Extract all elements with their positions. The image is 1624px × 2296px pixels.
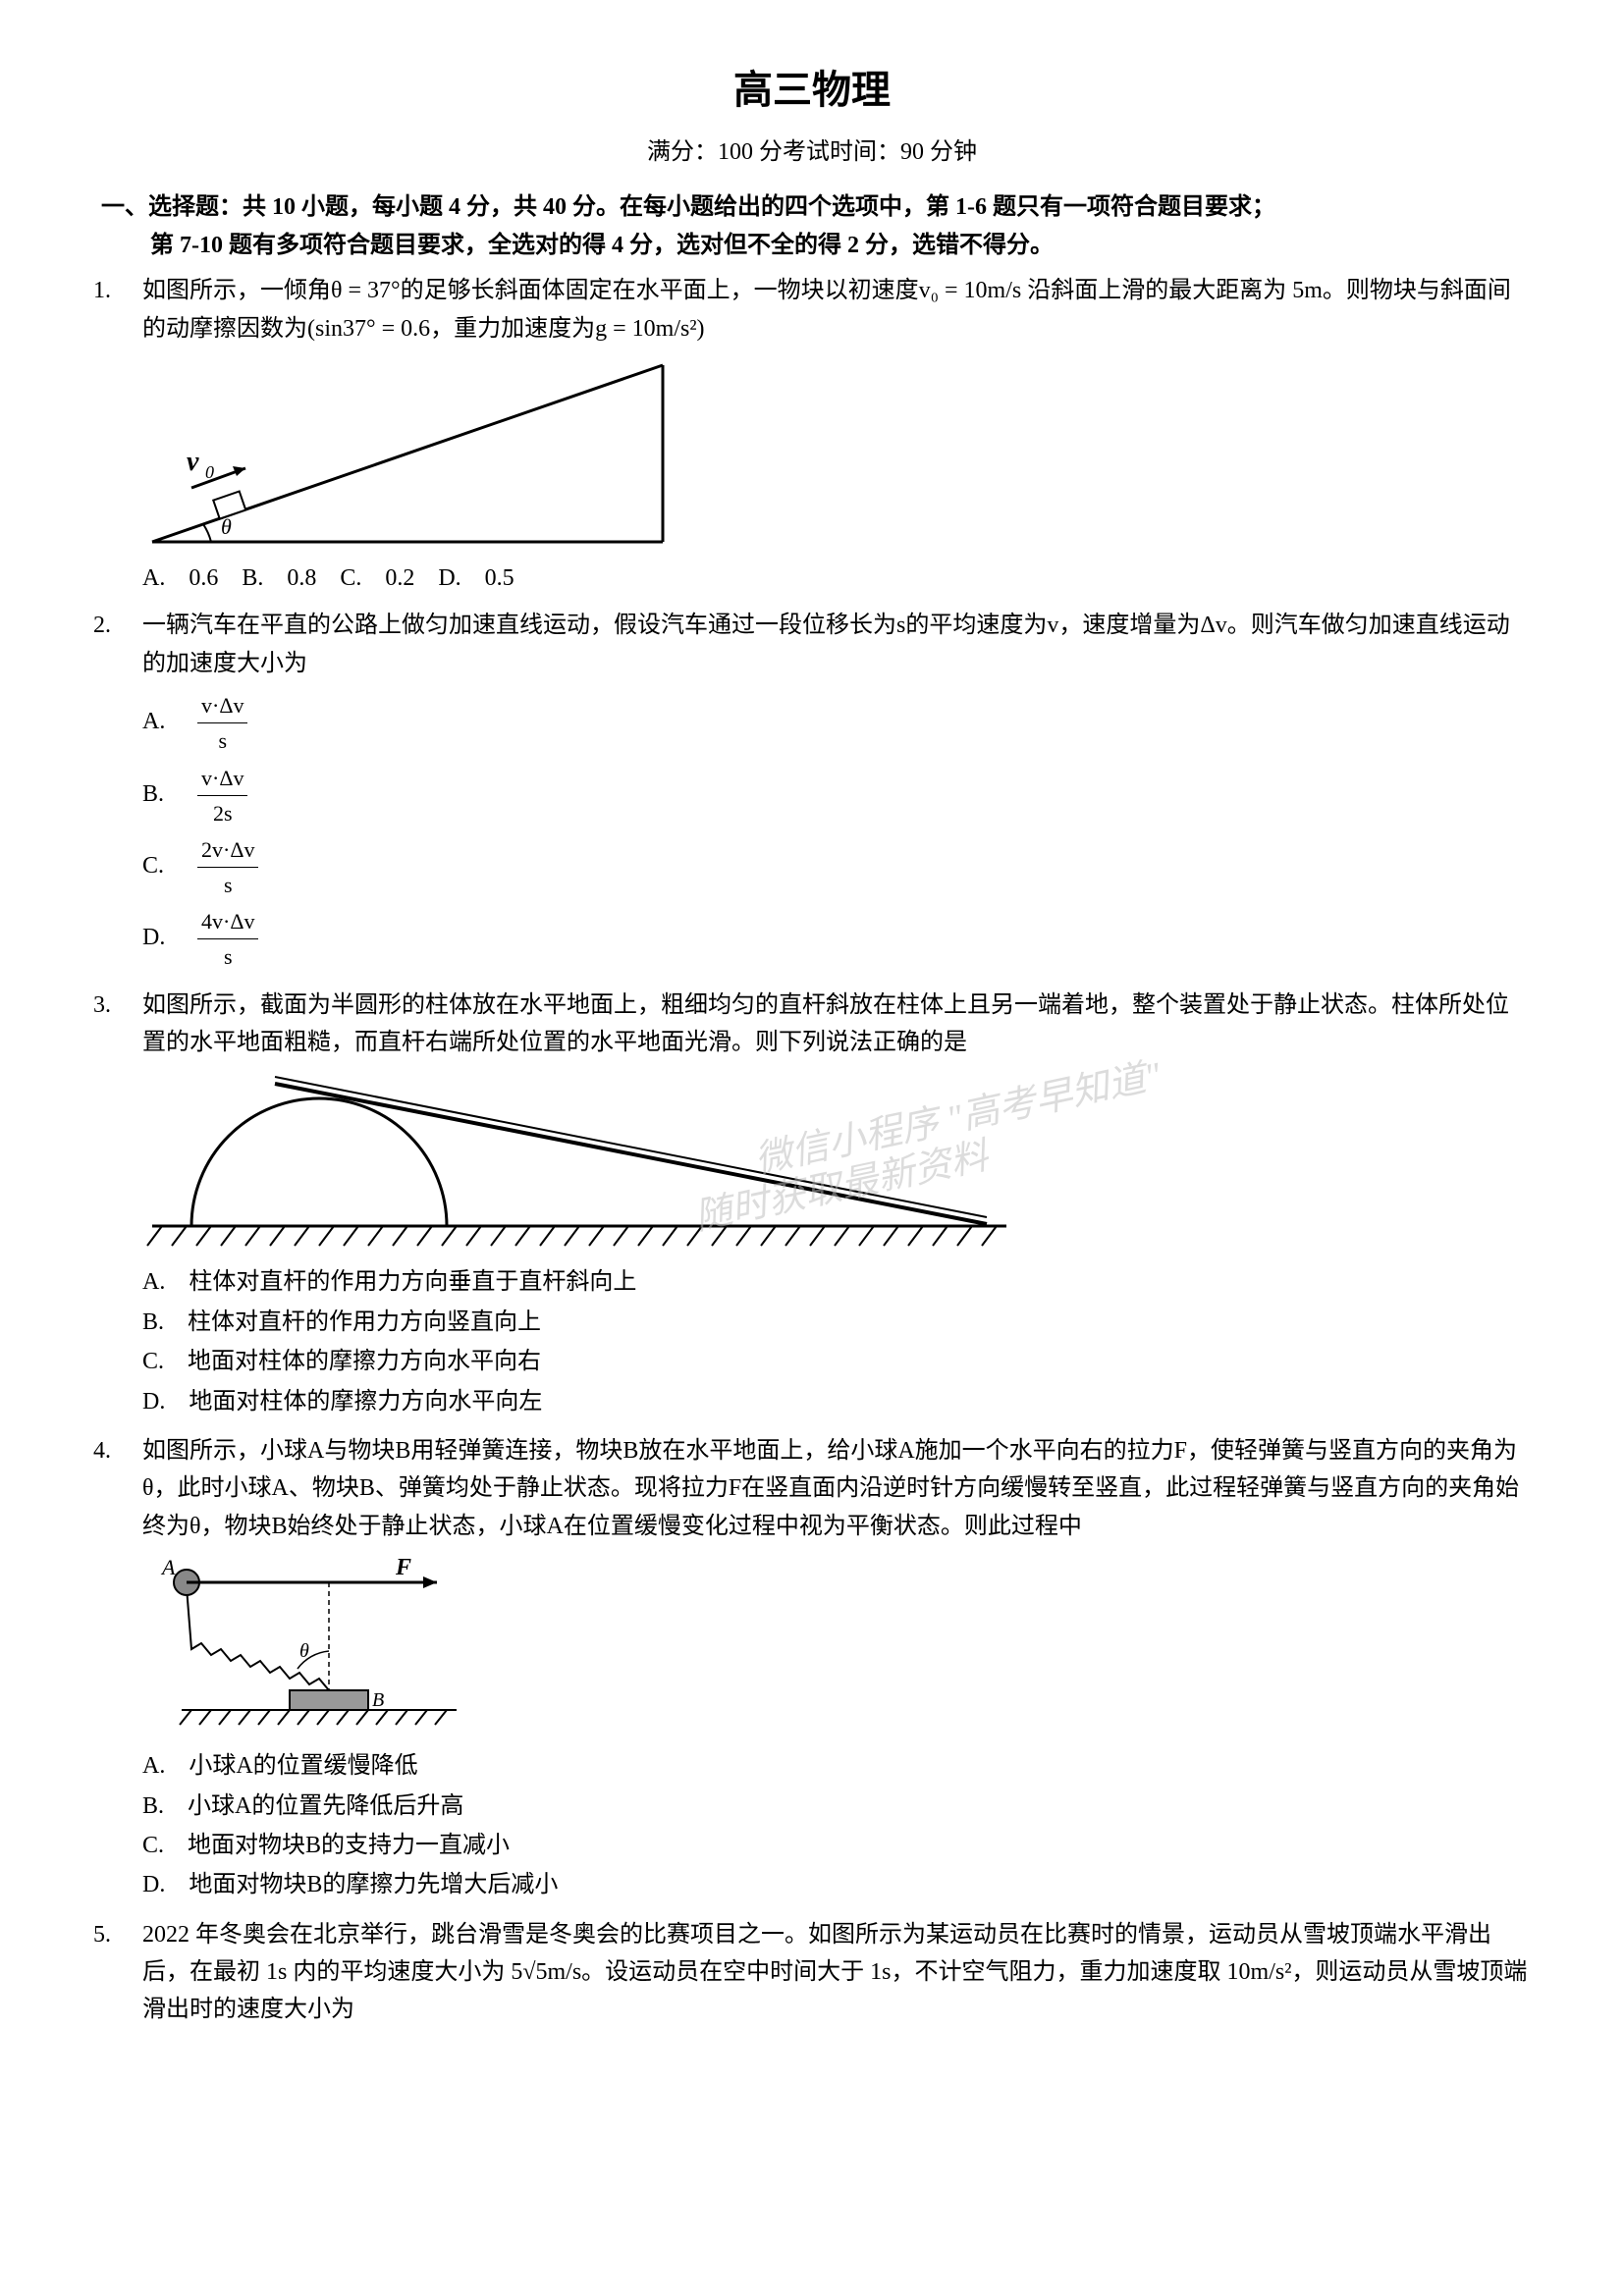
q2-optA: A. v·Δvs <box>142 688 1531 758</box>
q3-optD: D. 地面对柱体的摩擦力方向水平向左 <box>142 1383 1531 1420</box>
q3-optC: C. 地面对柱体的摩擦力方向水平向右 <box>142 1343 1531 1380</box>
question-1: 1. 如图所示，一倾角θ = 37°的足够长斜面体固定在水平面上，一物块以初速度… <box>93 272 1531 597</box>
q2-body: 一辆汽车在平直的公路上做匀加速直线运动，假设汽车通过一段位移长为s的平均速度为v… <box>142 607 1531 976</box>
q2-fracD: 4v·Δvs <box>197 904 258 974</box>
q4-optC: C. 地面对物块B的支持力一直减小 <box>142 1827 1531 1864</box>
q4-optD: D. 地面对物块B的摩擦力先增大后减小 <box>142 1866 1531 1903</box>
q3-optA: A. 柱体对直杆的作用力方向垂直于直杆斜向上 <box>142 1263 1531 1301</box>
q1-body: 如图所示，一倾角θ = 37°的足够长斜面体固定在水平面上，一物块以初速度v₀ … <box>142 272 1531 597</box>
q4-label-A: A <box>160 1555 176 1579</box>
q2-optB-label: B. <box>142 775 191 813</box>
q4-text: 如图所示，小球A与物块B用轻弹簧连接，物块B放在水平地面上，给小球A施加一个水平… <box>142 1432 1531 1545</box>
question-4: 4. 如图所示，小球A与物块B用轻弹簧连接，物块B放在水平地面上，给小球A施加一… <box>93 1432 1531 1906</box>
svg-text:v: v <box>187 447 199 477</box>
q2-optC: C. 2v·Δvs <box>142 832 1531 902</box>
q2-fracB: v·Δv2s <box>197 761 247 830</box>
question-5: 5. 2022 年冬奥会在北京举行，跳台滑雪是冬奥会的比赛项目之一。如图所示为某… <box>93 1916 1531 2035</box>
q5-body: 2022 年冬奥会在北京举行，跳台滑雪是冬奥会的比赛项目之一。如图所示为某运动员… <box>142 1916 1531 2035</box>
q2-optD-label: D. <box>142 919 191 956</box>
q2-optC-label: C. <box>142 847 191 884</box>
q5-text: 2022 年冬奥会在北京举行，跳台滑雪是冬奥会的比赛项目之一。如图所示为某运动员… <box>142 1916 1531 2029</box>
q4-diagram: B A F θ <box>142 1553 1531 1739</box>
q3-body: 如图所示，截面为半圆形的柱体放在水平地面上，粗细均匀的直杆斜放在柱体上且另一端着… <box>142 987 1531 1422</box>
q4-optA: A. 小球A的位置缓慢降低 <box>142 1747 1531 1785</box>
q4-label-F: F <box>395 1555 411 1580</box>
q2-text: 一辆汽车在平直的公路上做匀加速直线运动，假设汽车通过一段位移长为s的平均速度为v… <box>142 607 1531 682</box>
section-header-line2: 第 7-10 题有多项符合题目要求，全选对的得 4 分，选对但不全的得 2 分，… <box>101 227 1531 264</box>
q1-diagram: θ v 0 <box>142 355 1531 552</box>
q5-num: 5. <box>93 1916 142 2035</box>
doc-subtitle: 满分：100 分考试时间：90 分钟 <box>93 133 1531 171</box>
section-header-line1: 一、选择题：共 10 小题，每小题 4 分，共 40 分。在每小题给出的四个选项… <box>101 188 1531 226</box>
section-header: 一、选择题：共 10 小题，每小题 4 分，共 40 分。在每小题给出的四个选项… <box>93 188 1531 264</box>
q2-fracC: 2v·Δvs <box>197 832 258 902</box>
q4-num: 4. <box>93 1432 142 1906</box>
svg-text:0: 0 <box>205 462 214 482</box>
q3-num: 3. <box>93 987 142 1422</box>
q4-label-B: B <box>372 1689 384 1711</box>
q4-body: 如图所示，小球A与物块B用轻弹簧连接，物块B放在水平地面上，给小球A施加一个水平… <box>142 1432 1531 1906</box>
question-2: 2. 一辆汽车在平直的公路上做匀加速直线运动，假设汽车通过一段位移长为s的平均速… <box>93 607 1531 976</box>
q2-optD: D. 4v·Δvs <box>142 904 1531 974</box>
doc-title: 高三物理 <box>93 59 1531 122</box>
page: 高三物理 满分：100 分考试时间：90 分钟 一、选择题：共 10 小题，每小… <box>93 59 1531 2035</box>
q2-num: 2. <box>93 607 142 976</box>
q1-num: 1. <box>93 272 142 597</box>
q4-label-theta: θ <box>299 1640 309 1662</box>
question-3: 3. 如图所示，截面为半圆形的柱体放在水平地面上，粗细均匀的直杆斜放在柱体上且另… <box>93 987 1531 1422</box>
q1-options: A. 0.6 B. 0.8 C. 0.2 D. 0.5 <box>142 560 1531 597</box>
q2-optB: B. v·Δv2s <box>142 761 1531 830</box>
q3-text: 如图所示，截面为半圆形的柱体放在水平地面上，粗细均匀的直杆斜放在柱体上且另一端着… <box>142 987 1531 1062</box>
q3-optB: B. 柱体对直杆的作用力方向竖直向上 <box>142 1304 1531 1341</box>
q4-optB: B. 小球A的位置先降低后升高 <box>142 1788 1531 1825</box>
q3-diagram: 微信小程序 "高考早知道" 随时获取最新资料 <box>142 1069 1531 1255</box>
q2-optA-label: A. <box>142 703 191 740</box>
q2-fracA: v·Δvs <box>197 688 247 758</box>
q1-text: 如图所示，一倾角θ = 37°的足够长斜面体固定在水平面上，一物块以初速度v₀ … <box>142 272 1531 347</box>
